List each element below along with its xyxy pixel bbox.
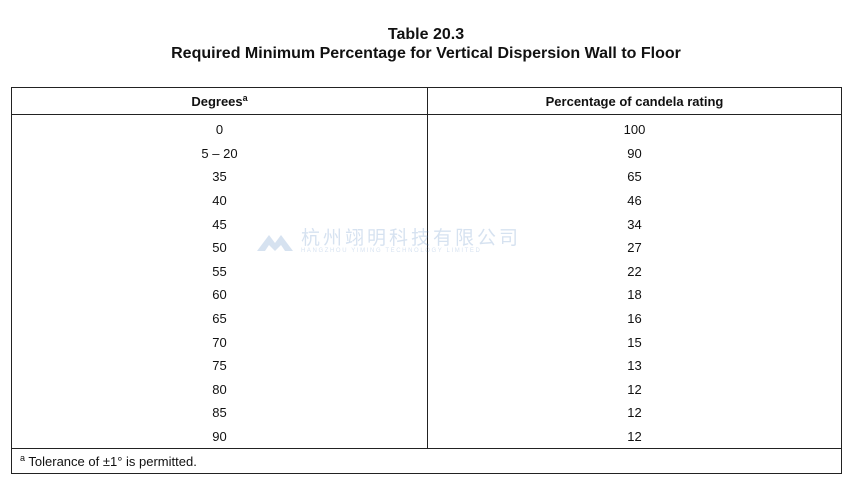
table-row: 55 22	[11, 259, 842, 284]
degrees-cell: 0	[11, 114, 428, 142]
degrees-cell: 70	[11, 330, 428, 354]
table-row: 85 12	[11, 401, 842, 425]
table-row: 40 46	[11, 188, 842, 213]
table-row: 80 12	[11, 377, 842, 402]
footnote-mark: a	[20, 452, 26, 463]
table-row: 35 65	[11, 165, 842, 189]
header-degrees-footnote-mark: a	[242, 92, 248, 103]
footnote-text: Tolerance of ±1° is permitted.	[25, 453, 197, 469]
percentage-cell: 16	[427, 306, 842, 331]
table-row: 70 15	[11, 330, 842, 354]
header-percentage: Percentage of candela rating	[427, 87, 842, 115]
percentage-cell: 100	[427, 114, 842, 142]
table-row: 90 12	[11, 424, 842, 449]
percentage-cell: 34	[427, 212, 842, 236]
header-degrees-label: Degrees	[191, 93, 243, 109]
table-row: 65 16	[11, 306, 842, 331]
table-row: 50 27	[11, 235, 842, 260]
percentage-cell: 12	[427, 401, 842, 425]
percentage-cell: 46	[427, 188, 842, 213]
table-row: 5 – 20 90	[11, 141, 842, 166]
degrees-cell: 65	[11, 306, 428, 331]
degrees-cell: 45	[11, 212, 428, 236]
degrees-cell: 85	[11, 401, 428, 425]
degrees-cell: 5 – 20	[11, 141, 428, 166]
table-body: 0 100 5 – 20 90 35 65 40 46 45 34 50 27 55 22 6…	[11, 114, 842, 449]
degrees-cell: 35	[11, 165, 428, 189]
percentage-cell: 15	[427, 330, 842, 354]
table-title: Table 20.3 Required Minimum Percentage f…	[0, 25, 852, 63]
table-number: Table 20.3	[387, 26, 465, 43]
footnote-row: a Tolerance of ±1° is permitted.	[11, 448, 842, 475]
table-row: 0 100	[11, 114, 842, 142]
percentage-cell: 65	[427, 165, 842, 189]
percentage-cell: 27	[427, 235, 842, 260]
degrees-cell: 55	[11, 259, 428, 284]
percentage-cell: 90	[427, 141, 842, 166]
degrees-cell: 50	[11, 235, 428, 260]
percentage-cell: 12	[427, 424, 842, 449]
percentage-cell: 18	[427, 283, 842, 307]
header-row: Degreesa Percentage of candela rating	[11, 87, 842, 115]
degrees-cell: 40	[11, 188, 428, 213]
degrees-cell: 90	[11, 424, 428, 449]
table-row: 60 18	[11, 283, 842, 307]
degrees-cell: 60	[11, 283, 428, 307]
table-caption: Required Minimum Percentage for Vertical…	[171, 45, 681, 62]
degrees-cell: 75	[11, 353, 428, 378]
header-degrees: Degreesa	[11, 87, 428, 115]
percentage-cell: 22	[427, 259, 842, 284]
percentage-cell: 13	[427, 353, 842, 378]
table-row: 75 13	[11, 353, 842, 378]
footnote: a Tolerance of ±1° is permitted.	[11, 448, 842, 475]
table-row: 45 34	[11, 212, 842, 236]
degrees-cell: 80	[11, 377, 428, 402]
percentage-cell: 12	[427, 377, 842, 402]
